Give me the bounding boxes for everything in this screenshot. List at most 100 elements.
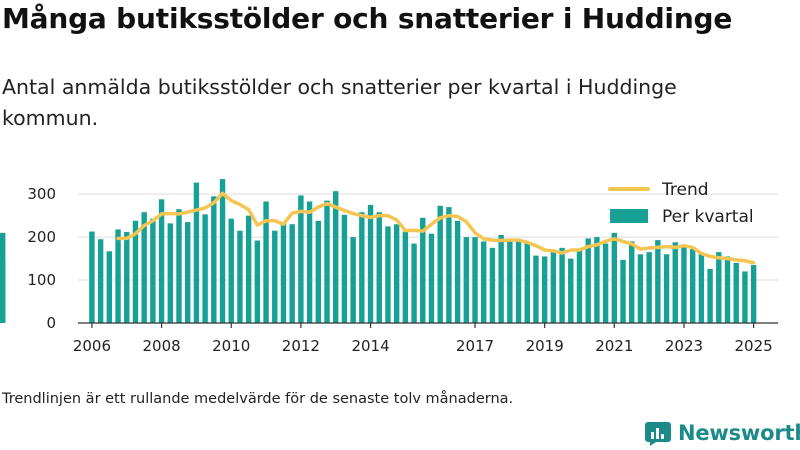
bar: [463, 237, 470, 323]
bar: [489, 247, 496, 323]
bar: [594, 237, 600, 323]
bar: [620, 259, 626, 323]
bar: [324, 200, 330, 323]
x-tick-label: 2025: [735, 337, 773, 355]
x-tick-label: 2019: [526, 337, 564, 355]
legend-bar-label: Per kvartal: [662, 207, 754, 227]
bar: [193, 182, 200, 323]
chart-title: Många butiksstölder och snatterier i Hud…: [2, 2, 733, 35]
legend: Trend Per kvartal: [608, 180, 754, 227]
bar: [742, 271, 748, 323]
bar: [115, 229, 121, 323]
bar: [724, 256, 731, 323]
bar: [481, 241, 487, 323]
bar-series: [0, 179, 757, 323]
footnote: Trendlinjen är ett rullande medelvärde f…: [2, 391, 514, 407]
bar: [420, 217, 426, 323]
x-tick-label: 2006: [73, 337, 111, 355]
bar: [646, 252, 652, 323]
bar: [472, 237, 478, 323]
bar: [341, 214, 348, 323]
bar: [515, 239, 522, 323]
bar: [97, 239, 104, 323]
bar: [507, 241, 513, 323]
x-tick-label: 2010: [212, 337, 250, 355]
bar: [228, 218, 234, 323]
bar: [655, 240, 661, 323]
x-tick-label: 2012: [282, 337, 320, 355]
bar: [524, 243, 530, 323]
bar: [446, 207, 452, 323]
bar: [454, 220, 461, 323]
bar: [158, 199, 165, 323]
brand-logo[interactable]: Newsworthy: [644, 419, 800, 447]
bar: [629, 241, 635, 323]
bar: [272, 230, 278, 323]
bar: [306, 201, 313, 323]
bar: [280, 222, 287, 323]
bar: [211, 196, 217, 323]
legend-trend-label: Trend: [661, 180, 709, 200]
x-tick-label: 2014: [351, 337, 389, 355]
brand-name: Newsworthy: [678, 421, 800, 445]
bar: [176, 209, 182, 323]
bar: [254, 240, 261, 323]
trend-series: [116, 191, 756, 265]
bar: [568, 258, 574, 323]
axes: 0 100 200 300 2006 2008 2010 2012 2014 2017 2019 20…: [27, 185, 778, 355]
bar: [367, 204, 374, 323]
bar: [611, 232, 618, 323]
bar: [350, 237, 356, 323]
legend-bar-swatch: [610, 209, 648, 223]
bar: [89, 231, 95, 323]
bar: [202, 214, 208, 323]
bar: [106, 251, 113, 323]
bar: [219, 179, 226, 323]
x-tick-label: 2023: [665, 337, 703, 355]
bar: [237, 230, 243, 323]
bar: [132, 220, 139, 323]
bar: [663, 254, 670, 323]
bar: [315, 220, 321, 323]
bar: [585, 238, 591, 323]
x-tick-label: 2008: [142, 337, 180, 355]
bar: [385, 226, 391, 323]
bar: [576, 250, 583, 323]
bar: [376, 212, 382, 323]
bar: [124, 231, 130, 323]
y-tick-label: 300: [27, 185, 56, 203]
bar: [298, 195, 304, 323]
bar-chart: 0 100 200 300 2006 2008 2010 2012 2014 2017 2019 20…: [0, 179, 778, 355]
trend-line: [116, 191, 756, 265]
bar: [167, 223, 173, 323]
bar: [185, 222, 191, 323]
bar: [602, 243, 609, 323]
bar: [359, 212, 365, 323]
x-tick-label: 2017: [456, 337, 494, 355]
bar: [393, 224, 400, 323]
bar: [681, 245, 687, 323]
bar: [637, 254, 644, 323]
bar: [672, 242, 678, 323]
chart-subtitle: Antal anmälda butiksstölder och snatteri…: [2, 75, 677, 130]
bar: [289, 224, 295, 323]
y-tick-label: 0: [46, 314, 56, 332]
bar: [411, 243, 417, 323]
bar: [750, 265, 757, 323]
bar: [541, 256, 548, 323]
bar: [533, 255, 539, 323]
bar: [550, 252, 557, 323]
bar: [559, 247, 565, 323]
bar: [716, 252, 722, 323]
newsworthy-logo-icon: [645, 422, 671, 446]
bar: [141, 212, 147, 323]
bar: [263, 201, 269, 323]
bar: [0, 232, 6, 323]
y-tick-label: 100: [27, 271, 56, 289]
bar: [733, 262, 739, 323]
bar: [707, 268, 713, 323]
bar: [689, 249, 696, 323]
y-tick-label: 200: [27, 228, 56, 246]
bar: [245, 215, 252, 323]
bar: [498, 234, 504, 323]
